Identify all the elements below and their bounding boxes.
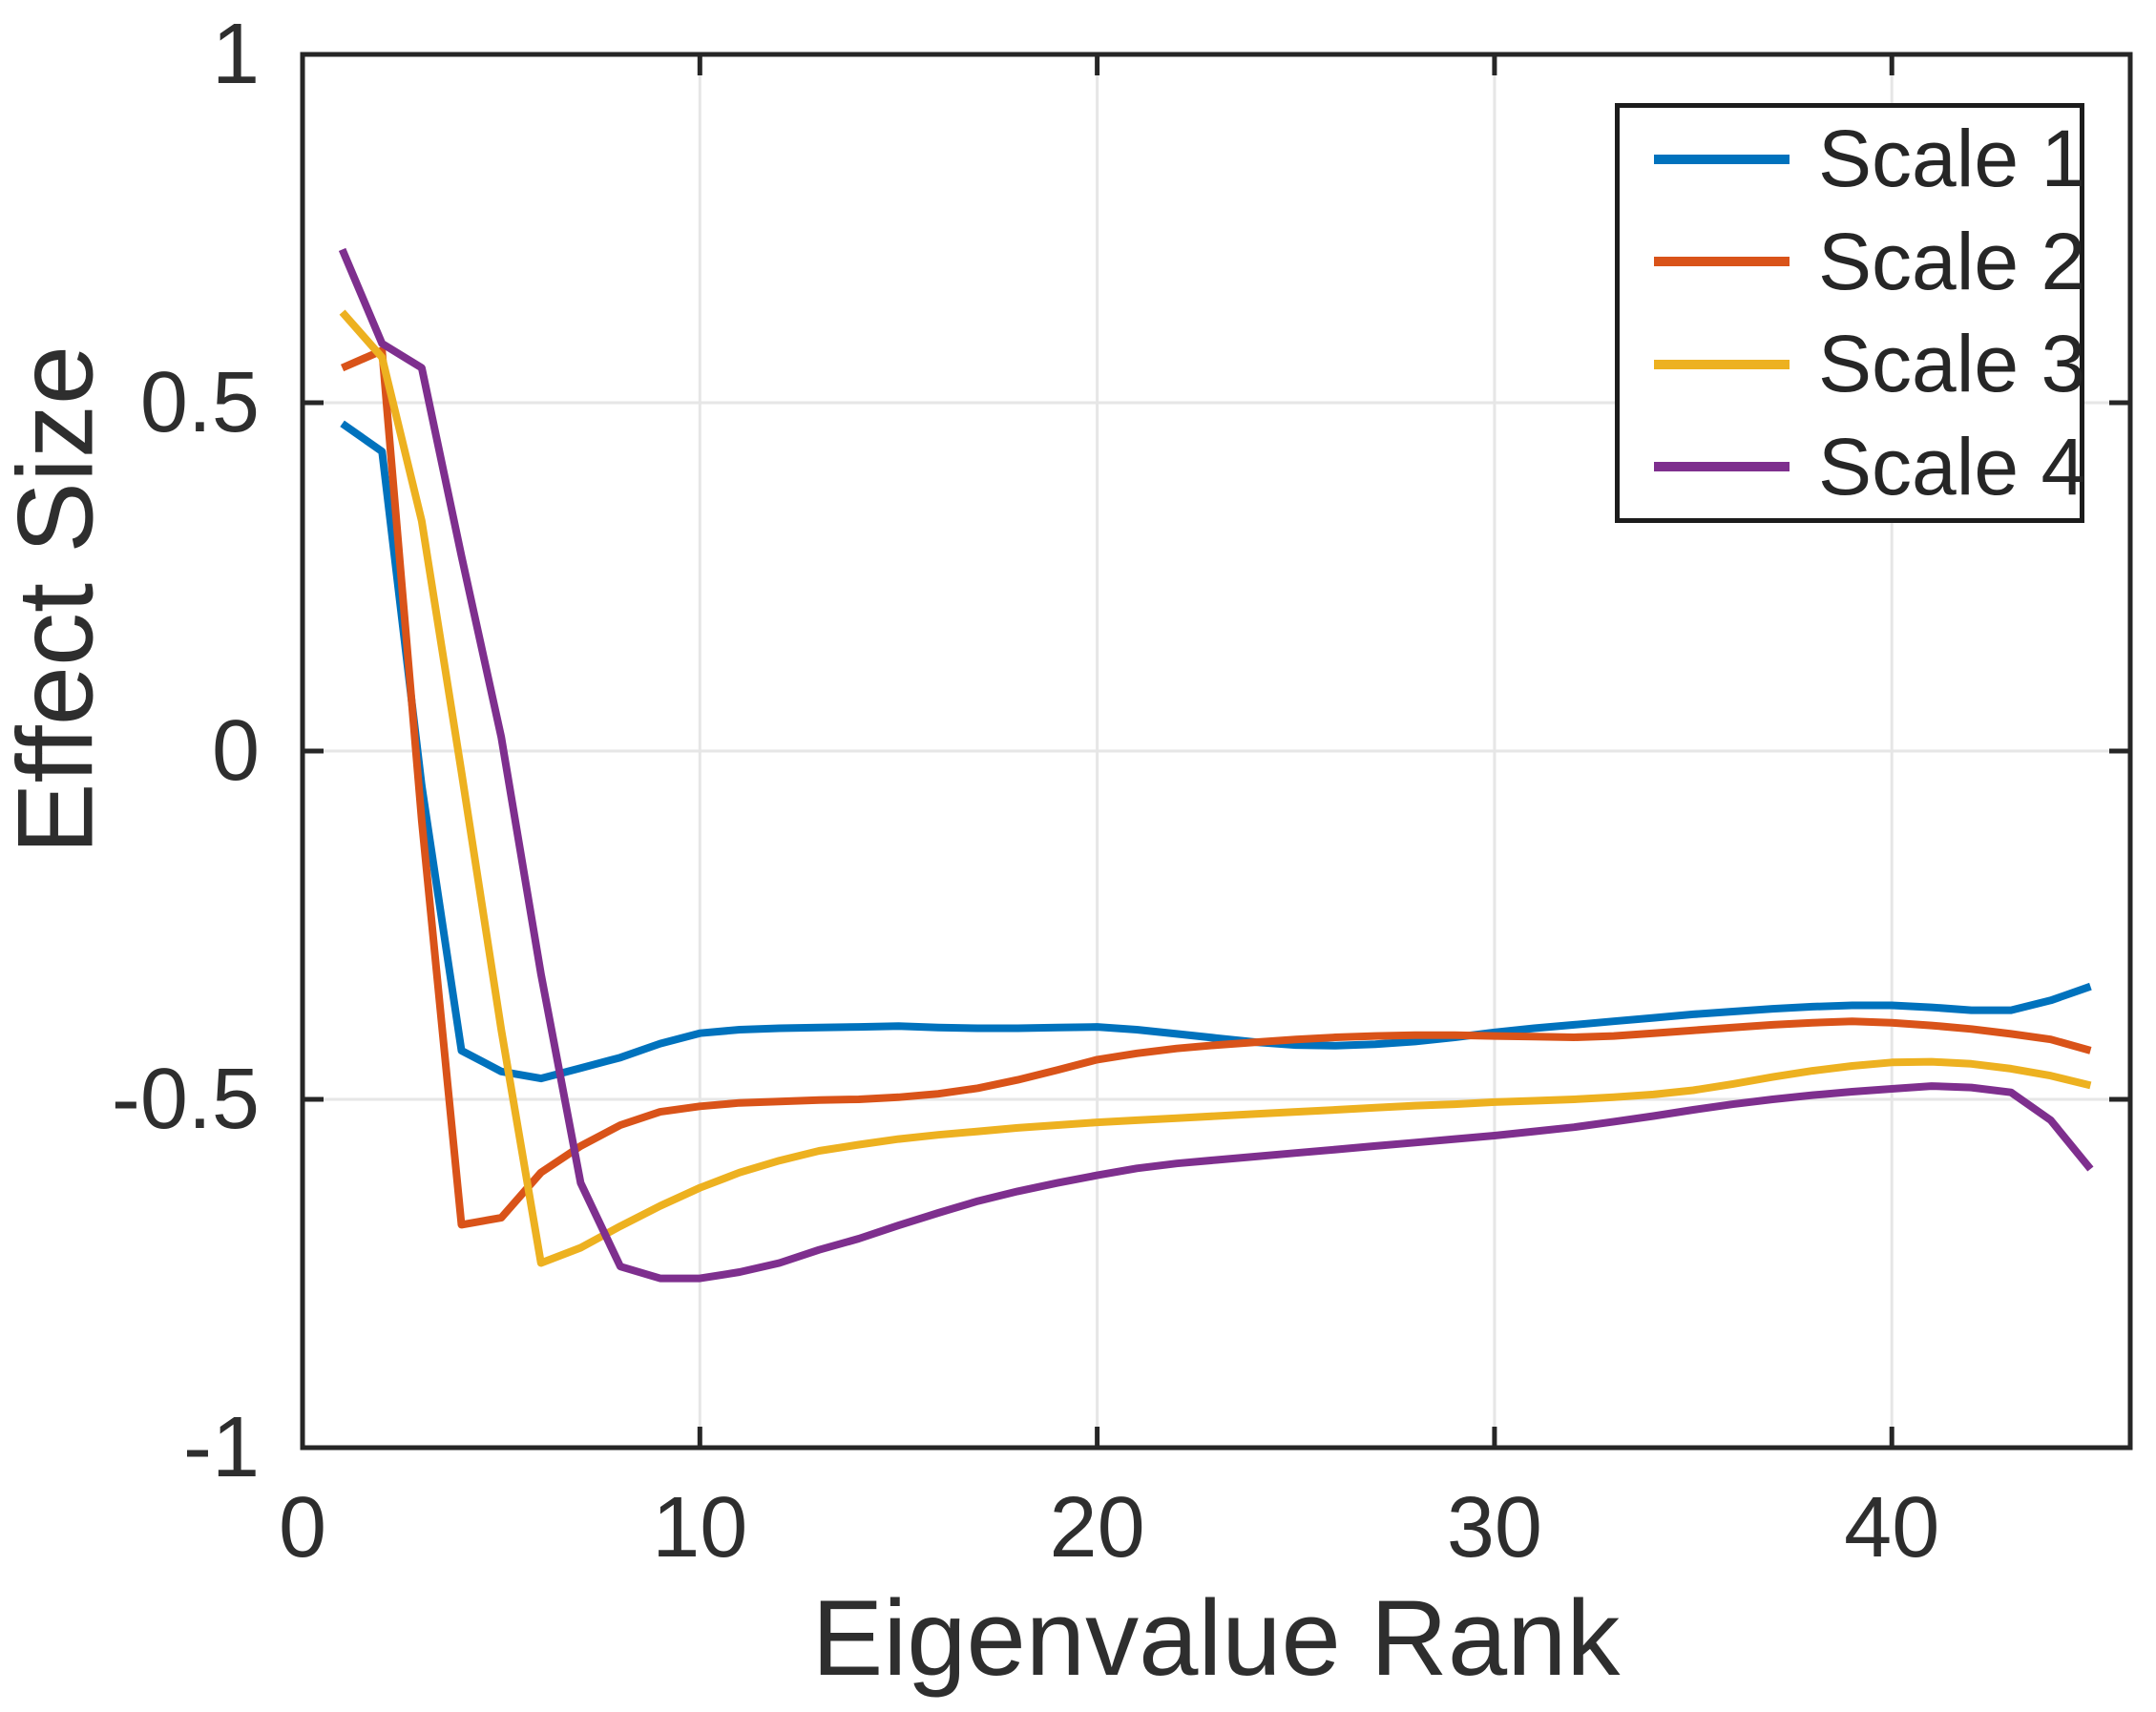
y-axis-title: Effect Size (0, 344, 115, 855)
legend-line-swatch-scale-2 (1654, 257, 1790, 267)
y-tick-label: 1 (211, 7, 260, 102)
series-lines (338, 247, 2094, 1283)
x-axis-title: Eigenvalue Rank (811, 1578, 1621, 1698)
series-line-scale-4 (338, 247, 2094, 1283)
legend-label: Scale 1 (1818, 114, 2086, 204)
y-tick-label: -1 (182, 1400, 260, 1495)
legend: Scale 1 Scale 2 Scale 3 Scale 4 (1615, 103, 2085, 523)
legend-line-swatch-scale-4 (1654, 462, 1790, 472)
y-tick-label: 0.5 (139, 355, 260, 450)
y-tick-label: 0 (211, 703, 260, 799)
x-tick-label: 30 (1446, 1480, 1542, 1576)
plot-border (300, 52, 2133, 1451)
series-line-scale-2 (340, 346, 2092, 1229)
legend-line-swatch-scale-3 (1654, 359, 1790, 369)
series-line-scale-3 (339, 309, 2092, 1267)
x-tick-label: 20 (1049, 1480, 1145, 1576)
legend-label: Scale 2 (1818, 216, 2086, 306)
legend-entry: Scale 4 (1620, 421, 2085, 512)
x-tick-label: 0 (278, 1480, 327, 1576)
x-tick-label: 40 (1844, 1480, 1940, 1576)
series-line-scale-1 (340, 420, 2092, 1083)
y-tick-label: -0.5 (111, 1052, 260, 1147)
legend-line-swatch-scale-1 (1654, 154, 1790, 164)
x-tick-label: 10 (652, 1480, 748, 1576)
legend-entry: Scale 3 (1620, 319, 2085, 410)
legend-label: Scale 4 (1818, 421, 2086, 512)
legend-entry: Scale 1 (1620, 114, 2085, 205)
legend-entry: Scale 2 (1620, 216, 2085, 307)
legend-label: Scale 3 (1818, 319, 2086, 409)
